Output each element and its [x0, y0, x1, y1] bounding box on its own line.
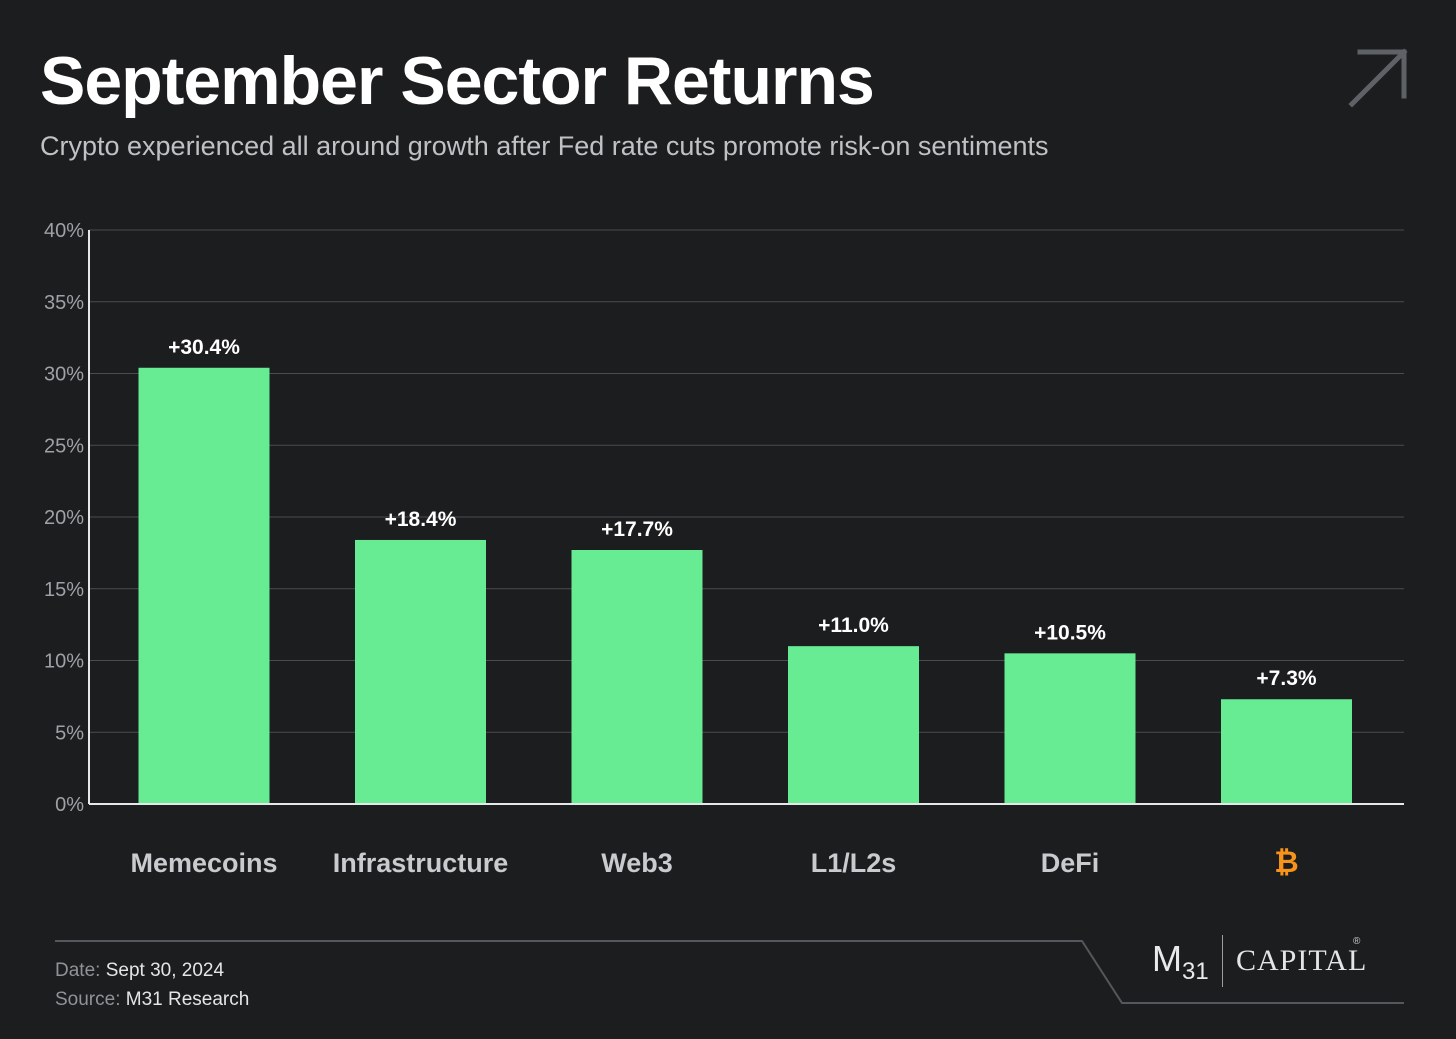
logo-m-letter: M	[1152, 938, 1182, 979]
diagonal-arrow-up-right-icon	[1348, 48, 1408, 108]
logo-capital: CAPITAL	[1236, 944, 1368, 977]
y-tick-label: 5%	[55, 722, 84, 744]
bar	[138, 367, 270, 804]
logo-m-sub: 31	[1182, 958, 1209, 985]
y-tick-label: 10%	[44, 651, 84, 673]
category-label: Web3	[601, 848, 673, 878]
bar-value-label: +7.3%	[1256, 667, 1316, 690]
bar	[355, 539, 486, 804]
bar-value-label: +10.5%	[1034, 621, 1106, 644]
bar-value-label: +30.4%	[168, 336, 240, 359]
bar-chart: 0% 5% 10% 15% 20% 25% 30% 35% 40% +30.4% +18.4% +1…	[44, 220, 1404, 880]
y-tick-label: 20%	[44, 507, 84, 529]
source-value: M31 Research	[125, 989, 250, 1010]
bar-value-label: +17.7%	[601, 518, 673, 541]
category-label: Memecoins	[130, 848, 277, 878]
y-tick-label: 25%	[44, 435, 84, 457]
y-tick-label: 35%	[44, 292, 84, 314]
category-labels: Memecoins Infrastructure Web3 L1/L2s DeFi ₿	[130, 845, 1298, 880]
y-axis-ticks: 0% 5% 10% 15% 20% 25% 30% 35% 40%	[44, 220, 84, 816]
category-label-bitcoin: ₿	[1274, 845, 1298, 880]
bar	[788, 646, 919, 804]
bar	[571, 550, 703, 804]
category-label: Infrastructure	[333, 848, 509, 878]
bar	[1221, 699, 1352, 804]
y-tick-label: 30%	[44, 364, 84, 386]
date-value: Sept 30, 2024	[105, 960, 225, 981]
bar-value-labels: +30.4% +18.4% +17.7% +11.0% +10.5% +7.3%	[168, 336, 1317, 690]
date-label: Date:	[55, 960, 101, 981]
y-tick-label: 40%	[44, 220, 84, 242]
category-label: L1/L2s	[811, 848, 897, 878]
logo-separator	[1222, 935, 1223, 987]
y-tick-label: 15%	[44, 579, 84, 601]
logo-registered-mark: ®	[1353, 936, 1361, 947]
source-line: Source: M31 Research	[55, 989, 249, 1011]
bar-value-label: +18.4%	[385, 508, 457, 531]
bar	[1004, 653, 1136, 804]
bar-value-label: +11.0%	[818, 614, 889, 637]
chart-title: September Sector Returns	[40, 43, 875, 119]
date-line: Date: Sept 30, 2024	[55, 960, 224, 982]
source-label: Source:	[55, 989, 121, 1010]
category-label: DeFi	[1041, 848, 1100, 878]
bars	[138, 367, 1352, 804]
y-tick-label: 0%	[55, 794, 84, 816]
chart-subtitle: Crypto experienced all around growth aft…	[40, 131, 1049, 161]
logo-m31: M31	[1152, 938, 1209, 985]
grid-lines	[89, 229, 1404, 733]
